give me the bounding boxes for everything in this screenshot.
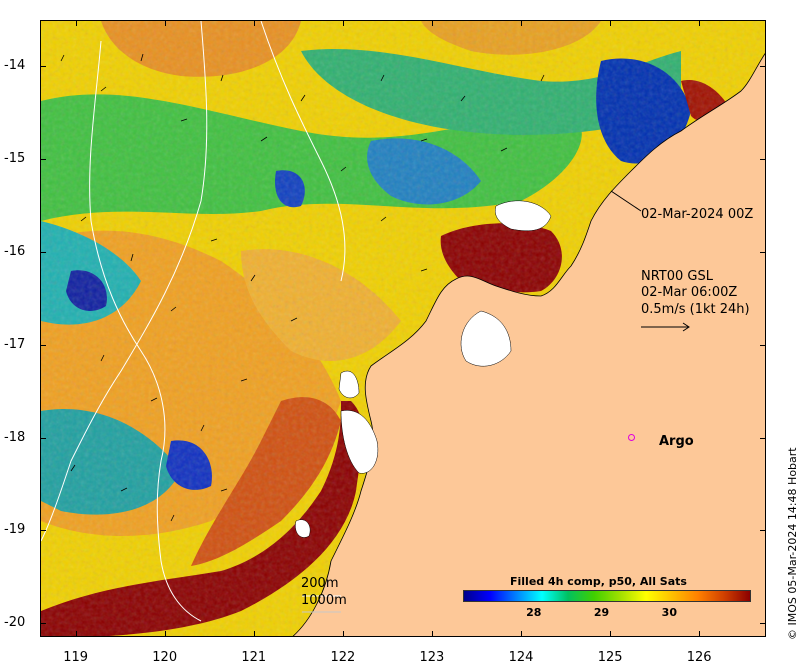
lat-tick-mark bbox=[760, 530, 766, 532]
track-time-label: 02-Mar-2024 00Z bbox=[641, 207, 754, 222]
lat-tick-mark bbox=[760, 66, 766, 68]
colorbar-tick-label: 29 bbox=[593, 606, 610, 619]
lon-tick-label: 126 bbox=[686, 650, 712, 665]
track-line bbox=[610, 190, 642, 212]
lat-tick-mark bbox=[40, 159, 46, 161]
argo-float-marker[interactable] bbox=[628, 433, 636, 441]
lon-tick-mark bbox=[342, 631, 344, 637]
copyright-text: © IMOS 05-Mar-2024 14:48 Hobart bbox=[786, 447, 799, 640]
lat-tick-mark bbox=[40, 66, 46, 68]
lat-tick-mark bbox=[40, 251, 46, 253]
lon-tick-mark bbox=[521, 20, 523, 26]
bathymetry-contours bbox=[41, 21, 346, 622]
lat-tick-mark bbox=[40, 437, 46, 439]
lon-tick-mark bbox=[342, 20, 344, 26]
lat-tick-label: -14 bbox=[4, 58, 26, 74]
lon-tick-mark bbox=[610, 631, 612, 637]
lat-tick-mark bbox=[40, 623, 46, 625]
current-scale-arrow bbox=[641, 322, 690, 332]
lon-tick-mark bbox=[75, 631, 77, 637]
lon-tick-mark bbox=[521, 631, 523, 637]
lon-tick-mark bbox=[431, 631, 433, 637]
lon-tick-mark bbox=[75, 20, 77, 26]
lat-tick-label: -18 bbox=[4, 429, 26, 445]
lat-tick-mark bbox=[760, 159, 766, 161]
lat-tick-label: -16 bbox=[4, 243, 26, 259]
lon-tick-mark bbox=[610, 20, 612, 26]
lat-tick-label: -20 bbox=[4, 615, 26, 631]
lon-tick-mark bbox=[431, 20, 433, 26]
current-arrows bbox=[60, 53, 545, 522]
lon-tick-mark bbox=[164, 631, 166, 637]
colorbar-tick-label: 30 bbox=[661, 606, 677, 619]
lon-tick-label: 125 bbox=[597, 650, 623, 665]
coastline-land bbox=[292, 53, 765, 636]
lat-tick-mark bbox=[760, 437, 766, 439]
lon-tick-label: 123 bbox=[419, 650, 445, 665]
lat-tick-mark bbox=[760, 344, 766, 346]
sst-map[interactable] bbox=[40, 20, 766, 637]
lon-tick-label: 119 bbox=[63, 650, 89, 665]
current-time: 02-Mar 06:00Z bbox=[641, 285, 738, 300]
legend-title: Filled 4h comp, p50, All Sats bbox=[510, 575, 687, 588]
lon-tick-mark bbox=[699, 631, 701, 637]
lat-tick-label: -19 bbox=[4, 522, 26, 538]
lon-tick-label: 122 bbox=[330, 650, 356, 665]
contour-200-label: 200m bbox=[301, 576, 339, 591]
current-title: NRT00 GSL bbox=[641, 269, 713, 284]
lon-tick-mark bbox=[164, 20, 166, 26]
lat-tick-mark bbox=[760, 623, 766, 625]
lat-tick-mark bbox=[760, 251, 766, 253]
lat-tick-mark bbox=[40, 344, 46, 346]
current-scale-label: 0.5m/s (1kt 24h) bbox=[641, 302, 750, 317]
lat-tick-mark bbox=[40, 530, 46, 532]
lon-tick-label: 124 bbox=[508, 650, 534, 665]
lon-tick-label: 121 bbox=[241, 650, 267, 665]
argo-label: Argo bbox=[659, 434, 694, 449]
lon-tick-mark bbox=[699, 20, 701, 26]
colorbar-tick-label: 28 bbox=[526, 606, 542, 619]
lon-tick-label: 120 bbox=[152, 650, 178, 665]
lon-tick-mark bbox=[253, 631, 255, 637]
temperature-colorbar bbox=[463, 590, 751, 602]
contour-1000-label: 1000m bbox=[301, 593, 347, 608]
sst-field bbox=[41, 21, 765, 636]
lon-tick-mark bbox=[253, 20, 255, 26]
lat-tick-label: -15 bbox=[4, 151, 26, 167]
lat-tick-label: -17 bbox=[4, 336, 26, 352]
no-data-areas bbox=[295, 200, 552, 538]
